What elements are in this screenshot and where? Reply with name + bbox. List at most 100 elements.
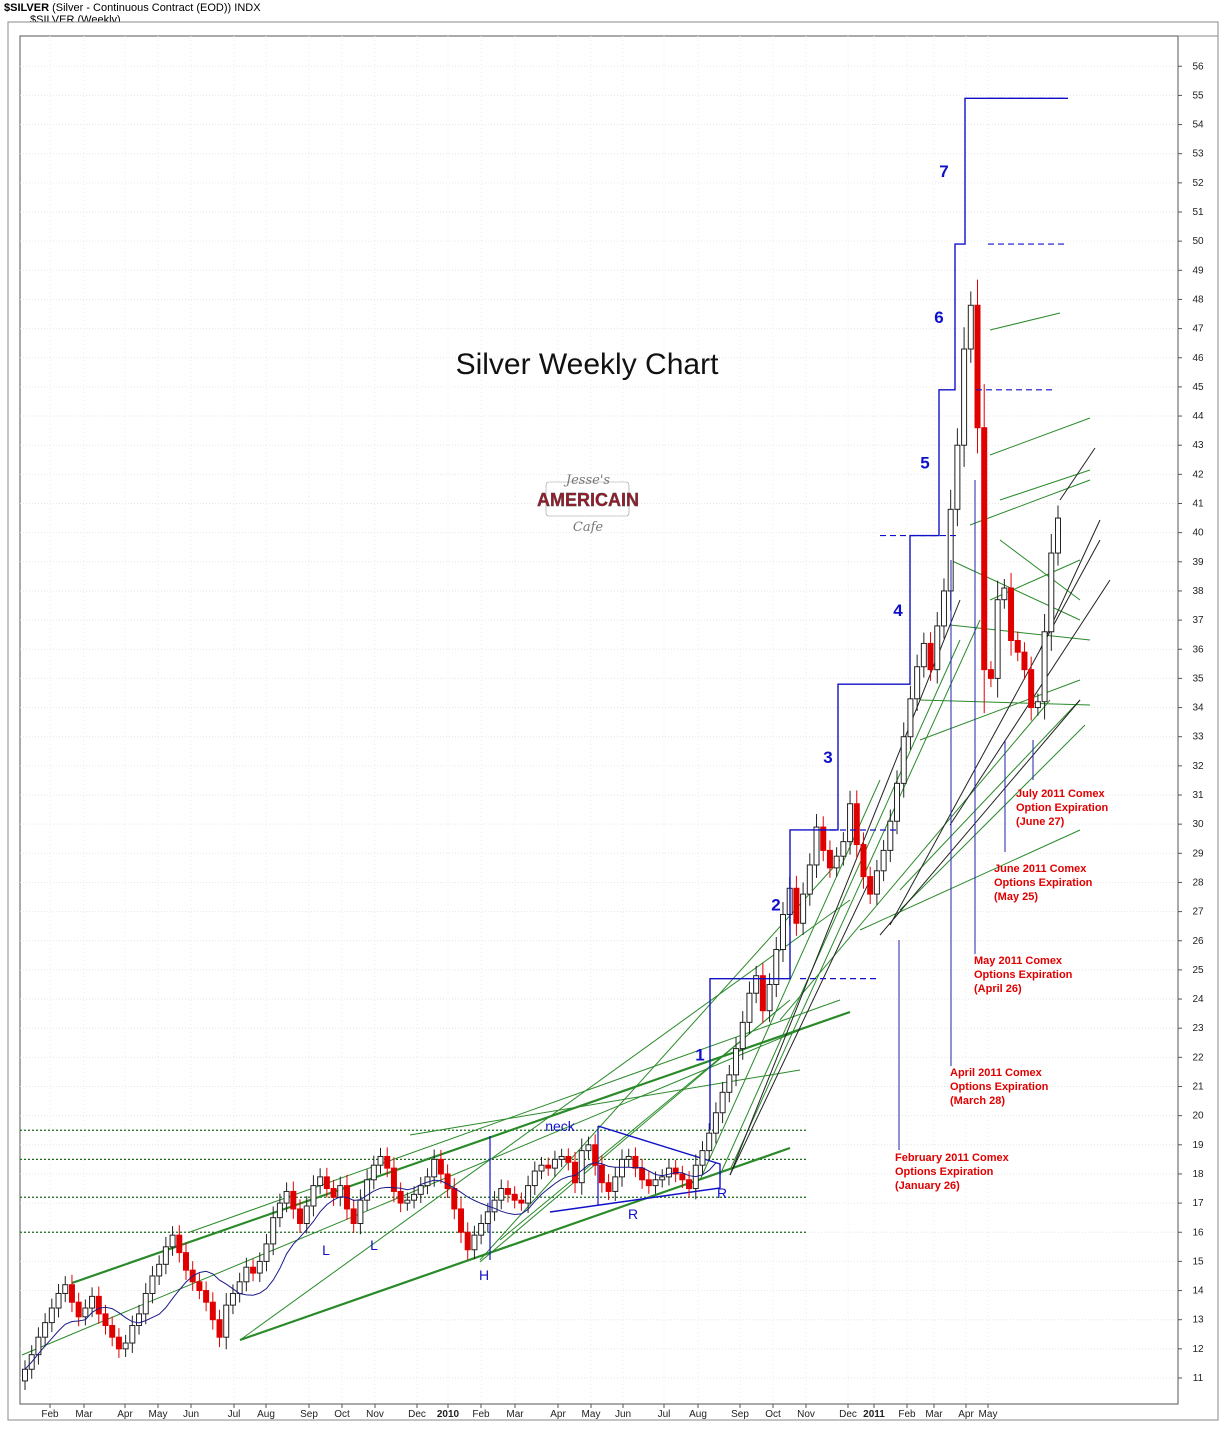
y-tick-label-19: 19 — [1192, 1140, 1204, 1151]
annotation-3-line-0: June 2011 Comex — [994, 863, 1087, 875]
candle-body-30 — [223, 1304, 230, 1338]
candle-body-129 — [887, 820, 894, 851]
candle-body-5 — [55, 1292, 62, 1309]
candle-body-121 — [833, 855, 840, 869]
y-tick-label-31: 31 — [1192, 790, 1204, 801]
annotation-4-line-1: Option Expiration — [1016, 802, 1109, 814]
candle-body-67 — [471, 1234, 478, 1251]
candle-body-0 — [22, 1368, 28, 1382]
logo-line3: Cafe — [573, 520, 604, 535]
candle-body-45 — [323, 1176, 330, 1190]
candle-body-31 — [229, 1292, 236, 1306]
candle-body-116 — [800, 893, 807, 924]
x-tick-label-12: Feb — [472, 1409, 490, 1420]
y-tick-label-20: 20 — [1192, 1111, 1204, 1122]
annotation-1-line-0: April 2011 Comex — [950, 1067, 1043, 1079]
trend-line — [989, 417, 1091, 456]
annotation-2-line-2: (April 26) — [974, 983, 1022, 995]
annotation-4-line-2: (June 27) — [1016, 816, 1065, 828]
x-tick-label-24: Feb — [898, 1409, 916, 1420]
trend-line — [239, 899, 851, 1341]
candle-body-16 — [129, 1325, 136, 1344]
y-tick-label-48: 48 — [1192, 294, 1204, 305]
candle-body-61 — [431, 1158, 438, 1178]
trend-line — [989, 312, 1061, 331]
candle-body-17 — [136, 1313, 143, 1327]
fan-line — [879, 699, 1081, 936]
x-tick-label-14: Apr — [550, 1409, 566, 1420]
trend-line — [899, 724, 1086, 911]
candle-body-63 — [444, 1173, 451, 1190]
candle-body-88 — [612, 1176, 619, 1192]
candle-body-55 — [390, 1167, 397, 1192]
candle-body-9 — [82, 1307, 89, 1318]
candle-body-119 — [820, 826, 827, 851]
candle-body-115 — [793, 887, 800, 924]
candle-body-43 — [310, 1185, 317, 1207]
candle-body-124 — [853, 803, 860, 846]
x-tick-label-19: Sep — [731, 1409, 749, 1420]
y-tick-label-14: 14 — [1192, 1286, 1204, 1297]
candle-body-33 — [243, 1266, 250, 1283]
pattern-label-4: R — [717, 1185, 727, 1201]
y-tick-label-28: 28 — [1192, 877, 1204, 888]
candle-body-105 — [726, 1074, 733, 1093]
candle-body-68 — [478, 1223, 485, 1236]
trend-line — [899, 699, 1081, 891]
candle-body-152 — [1041, 631, 1048, 703]
pattern-label-0: L — [322, 1242, 330, 1258]
x-tick-label-1: Mar — [75, 1409, 93, 1420]
candle-body-65 — [458, 1208, 465, 1233]
candle-body-147 — [1008, 587, 1015, 642]
candle-body-109 — [753, 975, 760, 994]
candle-body-132 — [907, 698, 914, 738]
pattern-label-1: L — [370, 1237, 378, 1253]
wave-label-4: 4 — [893, 601, 903, 620]
y-tick-label-30: 30 — [1192, 819, 1204, 830]
candle-body-51 — [364, 1179, 371, 1201]
candle-body-91 — [632, 1155, 639, 1169]
annotation-1-line-2: (March 28) — [950, 1095, 1005, 1107]
annotation-1-line-1: Options Expiration — [950, 1081, 1049, 1093]
candle-body-2 — [35, 1336, 42, 1356]
logo-line1: Jesse's — [563, 473, 611, 488]
wave-label-1: 1 — [695, 1045, 704, 1064]
candle-body-120 — [826, 849, 833, 869]
candle-body-144 — [987, 669, 994, 679]
candle-body-83 — [578, 1150, 585, 1184]
candle-body-19 — [149, 1275, 156, 1294]
trend-line — [479, 1007, 781, 1263]
candle-body-15 — [122, 1342, 129, 1350]
candle-body-24 — [182, 1252, 189, 1271]
x-tick-label-16: Jun — [615, 1409, 631, 1420]
candle-body-122 — [840, 841, 847, 857]
x-tick-label-7: Sep — [300, 1409, 318, 1420]
candle-body-81 — [565, 1155, 572, 1163]
candle-body-49 — [350, 1208, 357, 1225]
candle-body-36 — [263, 1243, 270, 1262]
candle-body-86 — [598, 1164, 605, 1184]
y-tick-label-13: 13 — [1192, 1315, 1204, 1326]
candle-body-41 — [297, 1208, 304, 1225]
y-tick-label-52: 52 — [1192, 178, 1204, 189]
y-tick-label-15: 15 — [1192, 1256, 1204, 1267]
pattern-label-3: R — [628, 1206, 638, 1222]
candle-body-34 — [250, 1266, 257, 1274]
y-tick-label-37: 37 — [1192, 615, 1204, 626]
candle-body-12 — [102, 1313, 109, 1327]
candle-body-79 — [551, 1158, 558, 1169]
candle-body-46 — [330, 1188, 337, 1198]
candle-body-58 — [411, 1193, 418, 1201]
y-tick-label-25: 25 — [1192, 965, 1204, 976]
trend-line — [919, 699, 1091, 706]
x-tick-label-18: Aug — [689, 1409, 707, 1420]
pattern-label-5: neck — [545, 1118, 576, 1134]
y-tick-label-23: 23 — [1192, 1023, 1204, 1034]
candle-body-126 — [867, 876, 874, 895]
candle-body-92 — [639, 1167, 646, 1181]
candle-body-90 — [625, 1155, 632, 1160]
candle-body-71 — [498, 1188, 505, 1201]
candle-body-4 — [48, 1307, 55, 1324]
candle-body-139 — [954, 444, 961, 510]
annotation-2-line-0: May 2011 Comex — [974, 955, 1063, 967]
